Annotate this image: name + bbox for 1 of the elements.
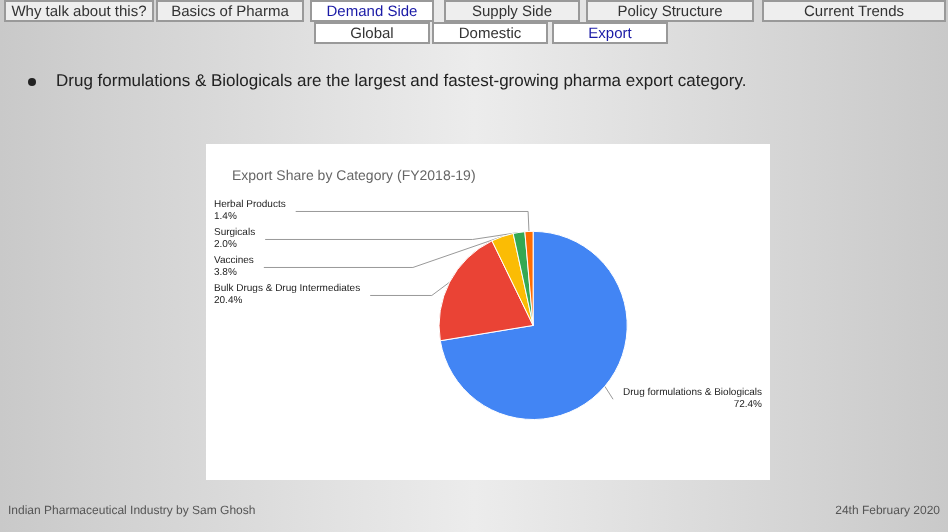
text: Drug formulations & Biologicals are the largest and fastest-growing pharma export category.	[56, 70, 747, 90]
